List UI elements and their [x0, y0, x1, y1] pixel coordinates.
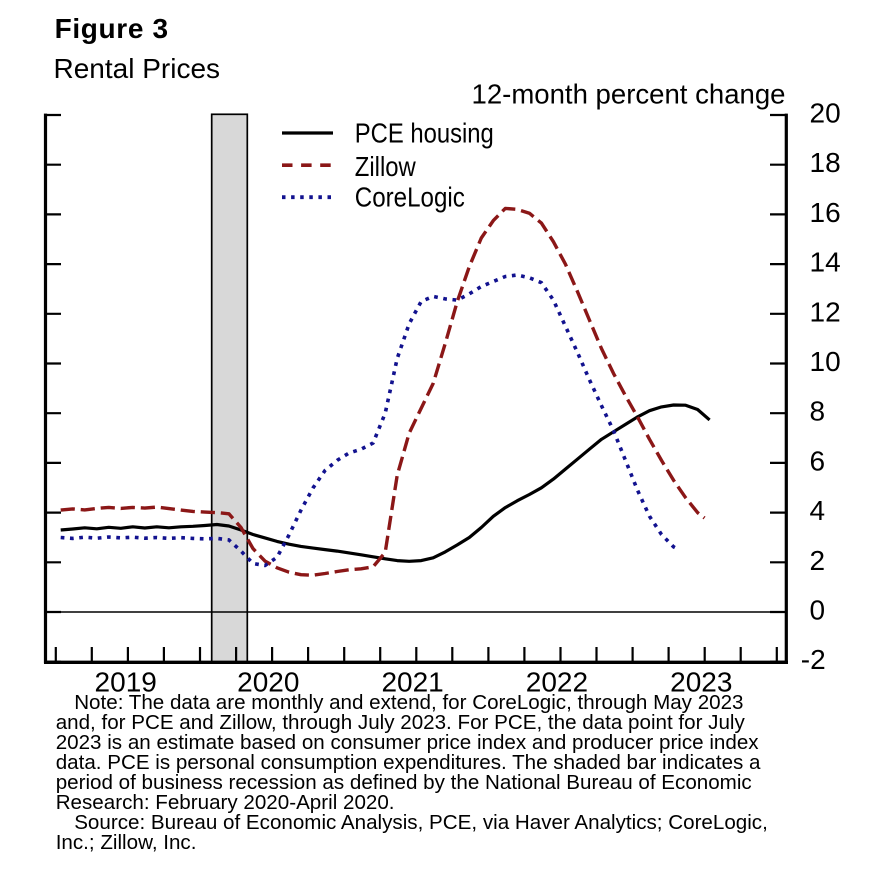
svg-text:PCE housing: PCE housing	[355, 118, 494, 149]
svg-text:Zillow: Zillow	[355, 151, 417, 182]
svg-text:10: 10	[810, 346, 841, 377]
svg-text:2019: 2019	[95, 667, 157, 698]
svg-text:20: 20	[810, 98, 841, 129]
svg-text:16: 16	[810, 197, 841, 228]
svg-text:Figure 3: Figure 3	[55, 13, 169, 44]
svg-text:-2: -2	[801, 644, 826, 675]
svg-text:12-month percent change: 12-month percent change	[472, 79, 786, 110]
svg-text:6: 6	[810, 445, 826, 476]
svg-text:2022: 2022	[526, 667, 588, 698]
svg-text:2023: 2023	[670, 667, 732, 698]
svg-text:18: 18	[810, 147, 841, 178]
svg-text:12: 12	[810, 296, 841, 327]
svg-text:4: 4	[810, 495, 826, 526]
svg-text:8: 8	[810, 396, 826, 427]
svg-text:2: 2	[810, 545, 826, 576]
svg-text:2020: 2020	[237, 667, 299, 698]
svg-text:0: 0	[810, 595, 826, 626]
svg-text:CoreLogic: CoreLogic	[355, 182, 465, 213]
svg-text:Rental Prices: Rental Prices	[54, 53, 221, 84]
svg-text:14: 14	[810, 247, 841, 278]
svg-text:2021: 2021	[381, 667, 443, 698]
